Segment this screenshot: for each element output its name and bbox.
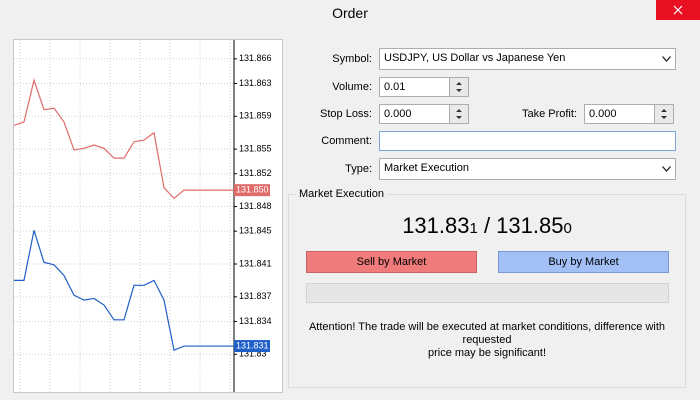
- group-title: Market Execution: [296, 187, 387, 201]
- bid-price: 131.83: [402, 213, 470, 238]
- comment-label: Comment:: [321, 135, 372, 147]
- quote-separator: /: [477, 213, 497, 238]
- take-profit-spinner[interactable]: [654, 104, 674, 124]
- attention-line: Attention! The trade will be executed at…: [308, 321, 666, 346]
- bid-last-digit: 1: [469, 220, 478, 237]
- chart-panel: 131.866 131.863 131.859 131.855 131.852 131.8…: [13, 39, 283, 393]
- price-tag-label: 131.850: [236, 185, 269, 195]
- stop-loss-spinner[interactable]: [449, 104, 469, 124]
- quote: 131.831 / 131.850: [288, 212, 686, 243]
- stop-loss-label: Stop Loss:: [320, 108, 372, 120]
- price-line: [13, 78, 234, 200]
- y-tick-label: 131.866: [239, 53, 272, 63]
- y-tick-label: 131.855: [239, 144, 272, 154]
- sell-button[interactable]: Sell by Market: [306, 251, 477, 273]
- progress-bar: [306, 283, 669, 303]
- y-tick-label: 131.83: [239, 349, 267, 359]
- ask-price: 131.85: [496, 213, 564, 238]
- y-tick-label: 131.837: [239, 291, 272, 301]
- symbol-select[interactable]: USDJPY, US Dollar vs Japanese Yen: [379, 48, 676, 70]
- type-select[interactable]: Market Execution: [379, 158, 676, 180]
- y-tick-label: 131.834: [239, 316, 272, 326]
- price-tag-label: 131.831: [236, 340, 269, 350]
- y-tick-label: 131.845: [239, 226, 272, 236]
- price-tag: [234, 340, 270, 353]
- ask-last-digit: 0: [563, 220, 572, 237]
- type-label: Type:: [345, 163, 372, 175]
- attention-text: Attention! The trade will be executed at…: [288, 321, 686, 360]
- comment-input[interactable]: [379, 131, 676, 151]
- y-tick-label: 131.863: [239, 78, 272, 88]
- stop-loss-input[interactable]: 0.000: [379, 104, 450, 124]
- y-tick-label: 131.852: [239, 168, 272, 178]
- volume-input[interactable]: 0.01: [379, 77, 450, 97]
- symbol-value: USDJPY, US Dollar vs Japanese Yen: [384, 52, 566, 64]
- volume-label: Volume:: [332, 81, 372, 93]
- price-line: [14, 230, 234, 351]
- attention-line: price may be significant!: [428, 347, 546, 359]
- take-profit-input[interactable]: 0.000: [584, 104, 655, 124]
- y-tick-label: 131.859: [239, 111, 272, 121]
- take-profit-label: Take Profit:: [521, 108, 577, 120]
- close-button[interactable]: [656, 0, 700, 20]
- y-tick-label: 131.848: [239, 201, 272, 211]
- symbol-label: Symbol:: [332, 53, 372, 65]
- type-value: Market Execution: [384, 162, 469, 174]
- y-tick-label: 131.841: [239, 258, 272, 268]
- volume-spinner[interactable]: [449, 77, 469, 97]
- window-title: Order: [332, 5, 368, 21]
- tick-chart: 131.866 131.863 131.859 131.855 131.852 131.8…: [13, 40, 272, 392]
- execution-group: [288, 194, 686, 388]
- buy-button[interactable]: Buy by Market: [498, 251, 669, 273]
- price-tag: [234, 184, 270, 197]
